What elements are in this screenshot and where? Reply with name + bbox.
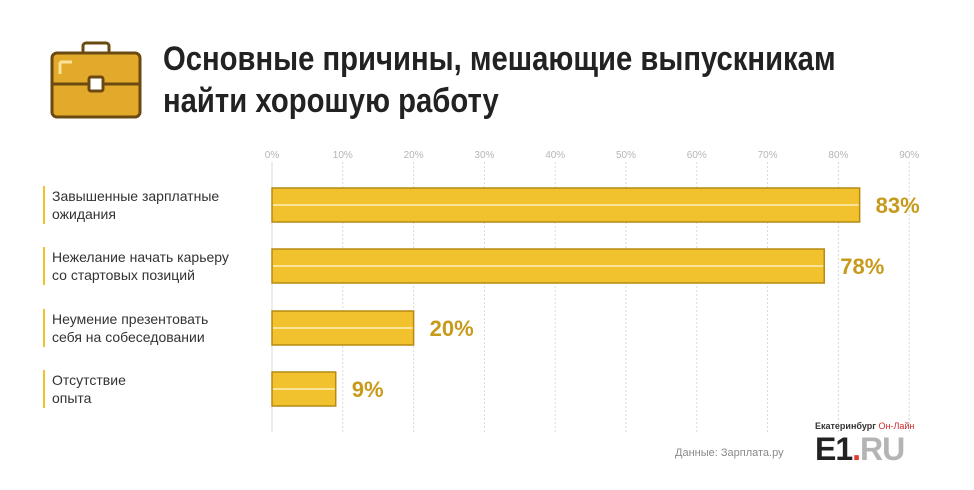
page-title: Основные причины, мешающие выпускникам н… xyxy=(163,38,851,122)
category-label-line: ожидания xyxy=(52,206,116,222)
x-tick-label: 60% xyxy=(687,150,707,161)
logo-ru: RU xyxy=(860,431,905,467)
logo-e1: E1 xyxy=(815,431,853,467)
logo-city: Екатеринбург Он-Лайн xyxy=(815,421,914,431)
x-tick-label: 50% xyxy=(616,150,636,161)
category-label-line: себя на собеседовании xyxy=(52,329,205,345)
category-label-line: со стартовых позиций xyxy=(52,267,195,283)
logo-city-name: Екатеринбург xyxy=(815,421,876,431)
category-label-line: опыта xyxy=(52,390,92,406)
category-label: Завышенные зарплатные ожидания xyxy=(52,188,219,222)
title-line-2: найти хорошую работу xyxy=(163,82,499,120)
e1-logo: Екатеринбург Он-Лайн E1.RU xyxy=(815,421,945,471)
category-label-line: Неумение презентовать xyxy=(52,311,208,327)
x-tick-label: 80% xyxy=(828,150,848,161)
title-line-1: Основные причины, мешающие выпускникам xyxy=(163,40,836,78)
category-label: Неумение презентовать себя на собеседован… xyxy=(52,311,208,345)
category-label: Нежелание начать карьеру со стартовых поз… xyxy=(52,249,229,283)
x-tick-label: 30% xyxy=(474,150,494,161)
category-label-line: Отсутствие xyxy=(52,372,126,388)
data-label: 9% xyxy=(352,377,384,402)
x-tick-label: 10% xyxy=(333,150,353,161)
data-source: Данные: Зарплата.ру xyxy=(675,447,784,459)
logo-main: E1.RU xyxy=(815,431,905,467)
category-label-line: Завышенные зарплатные xyxy=(52,188,219,204)
briefcase-icon xyxy=(50,40,142,120)
category-label: Отсутствие опыта xyxy=(52,372,126,406)
logo-dot: . xyxy=(852,431,861,467)
data-label: 83% xyxy=(876,193,920,218)
data-label: 78% xyxy=(840,254,884,279)
category-label-line: Нежелание начать карьеру xyxy=(52,249,229,265)
x-tick-label: 40% xyxy=(545,150,565,161)
x-tick-label: 90% xyxy=(899,150,919,161)
data-label: 20% xyxy=(430,316,474,341)
logo-online: Он-Лайн xyxy=(878,421,915,431)
x-tick-label: 0% xyxy=(265,150,280,161)
x-tick-label: 20% xyxy=(404,150,424,161)
x-tick-label: 70% xyxy=(758,150,778,161)
